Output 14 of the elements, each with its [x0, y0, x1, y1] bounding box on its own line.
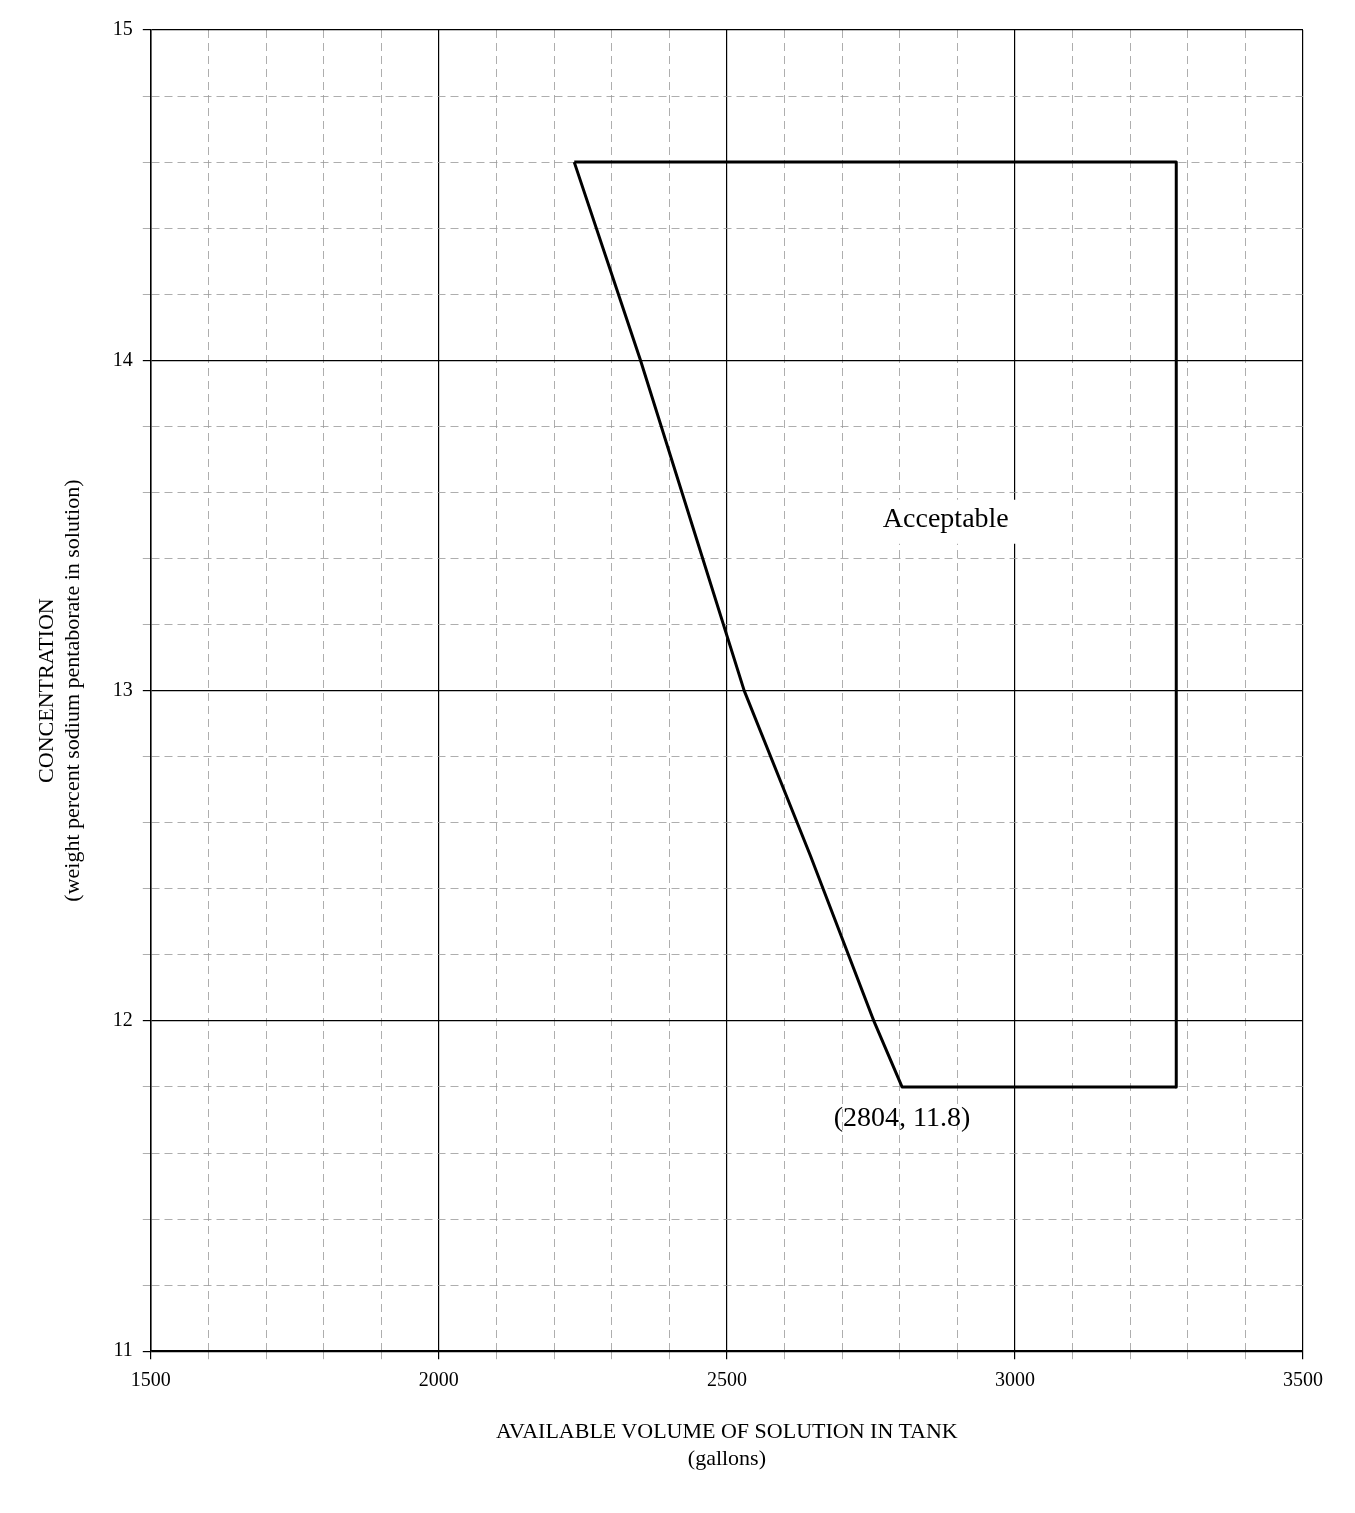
- y-tick-label: 12: [112, 1008, 133, 1031]
- y-tick-label: 13: [112, 677, 133, 700]
- x-tick-label: 2000: [418, 1368, 459, 1391]
- y-tick-label: 14: [112, 347, 133, 370]
- annotation: Acceptable: [882, 501, 1009, 533]
- x-tick-label: 3500: [1283, 1368, 1323, 1391]
- y-tick-label: 11: [113, 1338, 133, 1361]
- y-tick-label: 15: [112, 17, 133, 40]
- y-axis-title: CONCENTRATION (weight percent sodium pentaborate in solution): [32, 479, 85, 902]
- x-tick-label: 3000: [994, 1368, 1035, 1391]
- x-tick-label: 2500: [706, 1368, 747, 1391]
- x-axis-title: AVAILABLE VOLUME OF SOLUTION IN TANK (gallons): [496, 1418, 958, 1470]
- annotation: (2804, 11.8): [833, 1101, 971, 1133]
- x-tick-label: 1500: [130, 1368, 171, 1391]
